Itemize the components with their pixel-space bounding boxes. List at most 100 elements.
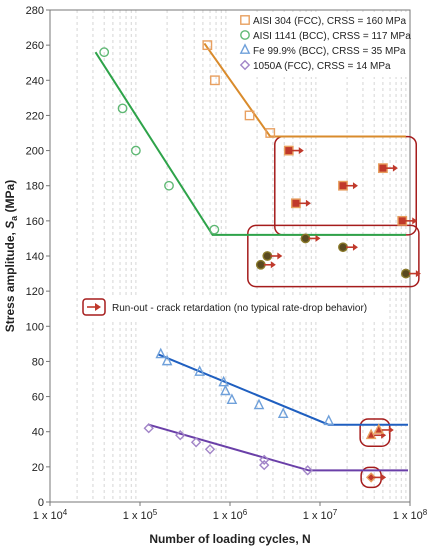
runout-arrow-head xyxy=(305,199,311,207)
runout-point-aisi304 xyxy=(378,163,398,174)
x-tick-labels: 1 x 104 1 x 105 1 x 106 1 x 107 1 x 108 xyxy=(33,502,428,522)
y-axis-title: Stress amplitude, Sa (MPa) xyxy=(3,180,19,332)
runout-point-fe xyxy=(365,428,387,440)
y-tick-label: 140 xyxy=(26,251,44,263)
series-aisi1141 xyxy=(94,47,421,279)
data-point-aisi1141 xyxy=(209,224,220,235)
annotation-background xyxy=(80,295,385,319)
runout-marker-aisi304 xyxy=(378,163,388,174)
data-point-fe xyxy=(226,393,238,404)
y-tick-label: 20 xyxy=(32,462,44,474)
data-point-1050a xyxy=(143,423,154,434)
data-point-fe xyxy=(194,365,205,376)
y-tick-label: 80 xyxy=(32,356,44,368)
data-point-1050a xyxy=(302,465,313,476)
y-tick-label: 260 xyxy=(26,40,44,52)
runout-marker-aisi304 xyxy=(291,198,301,209)
runout-point-aisi1141 xyxy=(400,268,421,279)
runout-marker-aisi1141 xyxy=(338,242,348,253)
data-point-aisi1141 xyxy=(117,103,128,114)
runout-arrow-head xyxy=(270,261,276,269)
series-1050a xyxy=(143,423,408,483)
x-tick-label: 1 x 105 xyxy=(123,508,158,522)
legend-label-fe: Fe 99.9% (BCC), CRSS = 35 MPa xyxy=(253,46,406,57)
y-tick-label: 120 xyxy=(26,286,44,298)
y-tick-label: 240 xyxy=(26,75,44,87)
x-tick-label: 1 x 106 xyxy=(213,508,248,522)
runout-arrow-head xyxy=(388,426,394,434)
runout-arrow-head xyxy=(352,182,358,190)
runout-arrow-head xyxy=(277,252,283,260)
runout-point-aisi304 xyxy=(397,215,418,226)
runout-arrow-head xyxy=(352,243,358,251)
data-point-fe xyxy=(277,407,289,419)
runout-point-aisi1141 xyxy=(338,242,358,253)
runout-marker-aisi1141 xyxy=(400,268,411,279)
data-point-fe xyxy=(218,375,229,387)
legend-marker-aisi304 xyxy=(240,15,250,25)
runout-annotation: Run-out - crack retardation (no typical … xyxy=(80,295,385,319)
legend-label-aisi1141: AISI 1141 (BCC), CRSS = 117 MPa xyxy=(253,31,411,42)
data-point-1050a xyxy=(175,430,186,441)
x-tick-label: 1 x 107 xyxy=(303,508,338,522)
runout-point-aisi304 xyxy=(338,180,358,191)
legend-marker-aisi1141 xyxy=(240,30,250,40)
runout-point-aisi304 xyxy=(283,145,304,156)
fit-line-fe xyxy=(158,353,408,426)
x-axis-title: Number of loading cycles, N xyxy=(149,532,310,546)
fit-line-aisi1141 xyxy=(94,51,406,236)
legend-background xyxy=(237,12,407,77)
data-point-aisi304 xyxy=(244,110,255,121)
runout-arrow-head xyxy=(415,270,421,278)
legend-item-aisi304: AISI 304 (FCC), CRSS = 160 MPa xyxy=(240,15,407,27)
y-tick-label: 280 xyxy=(26,5,44,17)
runout-arrow-head xyxy=(412,217,418,225)
legend-item-fe: Fe 99.9% (BCC), CRSS = 35 MPa xyxy=(239,43,406,57)
y-tick-label: 160 xyxy=(26,216,44,228)
runout-marker-aisi1141 xyxy=(262,251,273,261)
runout-point-aisi1141 xyxy=(262,251,283,261)
runout-arrow-head xyxy=(381,473,387,481)
data-point-1050a xyxy=(259,459,270,471)
runout-marker-aisi304 xyxy=(338,180,348,191)
minor-gridlines xyxy=(76,10,407,502)
runout-marker-fe xyxy=(373,423,385,434)
y-tick-labels: 0 20 40 60 80 100 120 140 160 180 200 220 240 260 280 xyxy=(26,5,50,509)
runout-marker-aisi1141 xyxy=(300,233,311,244)
runout-box-aisi1141 xyxy=(247,224,420,288)
data-point-1050a xyxy=(204,444,216,455)
data-point-1050a xyxy=(190,437,202,448)
data-point-fe xyxy=(323,414,335,426)
runout-marker-aisi304 xyxy=(283,145,294,156)
runout-marker-1050a xyxy=(365,472,377,483)
fit-line-1050a xyxy=(148,423,408,472)
y-tick-label: 0 xyxy=(38,497,44,509)
data-point-fe xyxy=(220,384,231,396)
data-point-aisi1141 xyxy=(164,180,174,191)
y-tick-label: 180 xyxy=(26,181,44,193)
annotation-text: Run-out - crack retardation (no typical … xyxy=(112,303,367,314)
y-tick-label: 220 xyxy=(26,110,44,122)
runout-marker-aisi1141 xyxy=(255,259,266,270)
series-fe xyxy=(155,347,408,440)
runout-point-aisi1141 xyxy=(255,259,276,270)
runout-marker-aisi304 xyxy=(397,215,408,226)
runout-point-aisi304 xyxy=(291,198,311,209)
runout-point-fe xyxy=(373,423,394,434)
data-point-fe xyxy=(161,354,173,366)
series-aisi304 xyxy=(202,40,418,226)
data-point-aisi1141 xyxy=(99,47,110,58)
annotation-arrow-head xyxy=(95,303,101,311)
runout-point-aisi1141 xyxy=(300,233,321,244)
runout-arrow-head xyxy=(298,147,304,155)
runout-arrow-head xyxy=(392,164,398,172)
legend-item-1050a: 1050A (FCC), CRSS = 14 MPa xyxy=(239,59,391,72)
legend-marker-1050a xyxy=(239,59,251,71)
runout-marker-fe xyxy=(365,428,377,440)
legend: AISI 304 (FCC), CRSS = 160 MPa AISI 1141 … xyxy=(237,12,411,77)
data-point-aisi1141 xyxy=(130,145,141,156)
legend-label-1050a: 1050A (FCC), CRSS = 14 MPa xyxy=(253,61,391,72)
data-point-fe xyxy=(155,347,167,359)
data-point-aisi304 xyxy=(210,75,220,86)
